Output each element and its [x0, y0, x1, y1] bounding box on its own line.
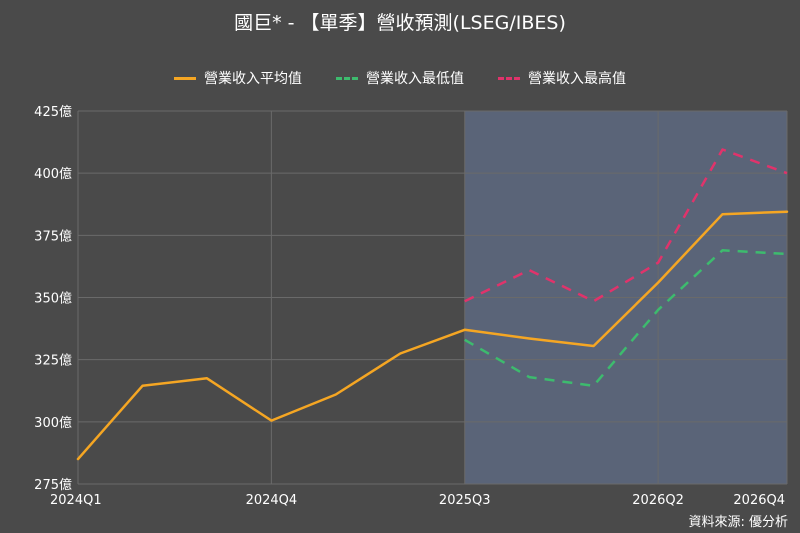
chart-title: 國巨* - 【單季】營收預測(LSEG/IBES): [234, 12, 566, 34]
legend-item-max[interactable]: 營業收入最高值: [498, 68, 626, 88]
legend-swatch-max: [498, 76, 520, 80]
y-tick-label: 350億: [34, 291, 72, 307]
legend-item-average[interactable]: 營業收入平均值: [174, 68, 302, 88]
chart-legend: 營業收入平均值 營業收入最低值 營業收入最高值: [0, 68, 800, 88]
x-tick-label: 2026Q4: [733, 493, 785, 508]
series-line-2: [464, 148, 788, 303]
legend-label-min: 營業收入最低值: [366, 71, 464, 87]
x-tick-label: 2024Q1: [50, 493, 102, 508]
legend-swatch-average: [174, 76, 196, 80]
data-source-note: 資料來源: 優分析: [688, 515, 788, 530]
legend-label-max: 營業收入最高值: [528, 71, 626, 87]
y-tick-label: 325億: [34, 353, 72, 369]
series-line-1: [464, 249, 788, 388]
y-tick-label: 300億: [34, 415, 72, 431]
x-tick-label: 2025Q3: [439, 493, 491, 508]
x-tick-label: 2024Q4: [246, 493, 298, 508]
legend-label-average: 營業收入平均值: [204, 71, 302, 87]
y-tick-label: 400億: [34, 166, 72, 182]
y-tick-label: 275億: [34, 477, 72, 493]
series-line-0: [76, 210, 789, 461]
legend-swatch-min: [336, 76, 358, 80]
x-tick-label: 2026Q2: [632, 493, 684, 508]
legend-item-min[interactable]: 營業收入最低值: [336, 68, 464, 88]
y-tick-label: 375億: [34, 228, 72, 244]
y-tick-label: 425億: [34, 104, 72, 120]
